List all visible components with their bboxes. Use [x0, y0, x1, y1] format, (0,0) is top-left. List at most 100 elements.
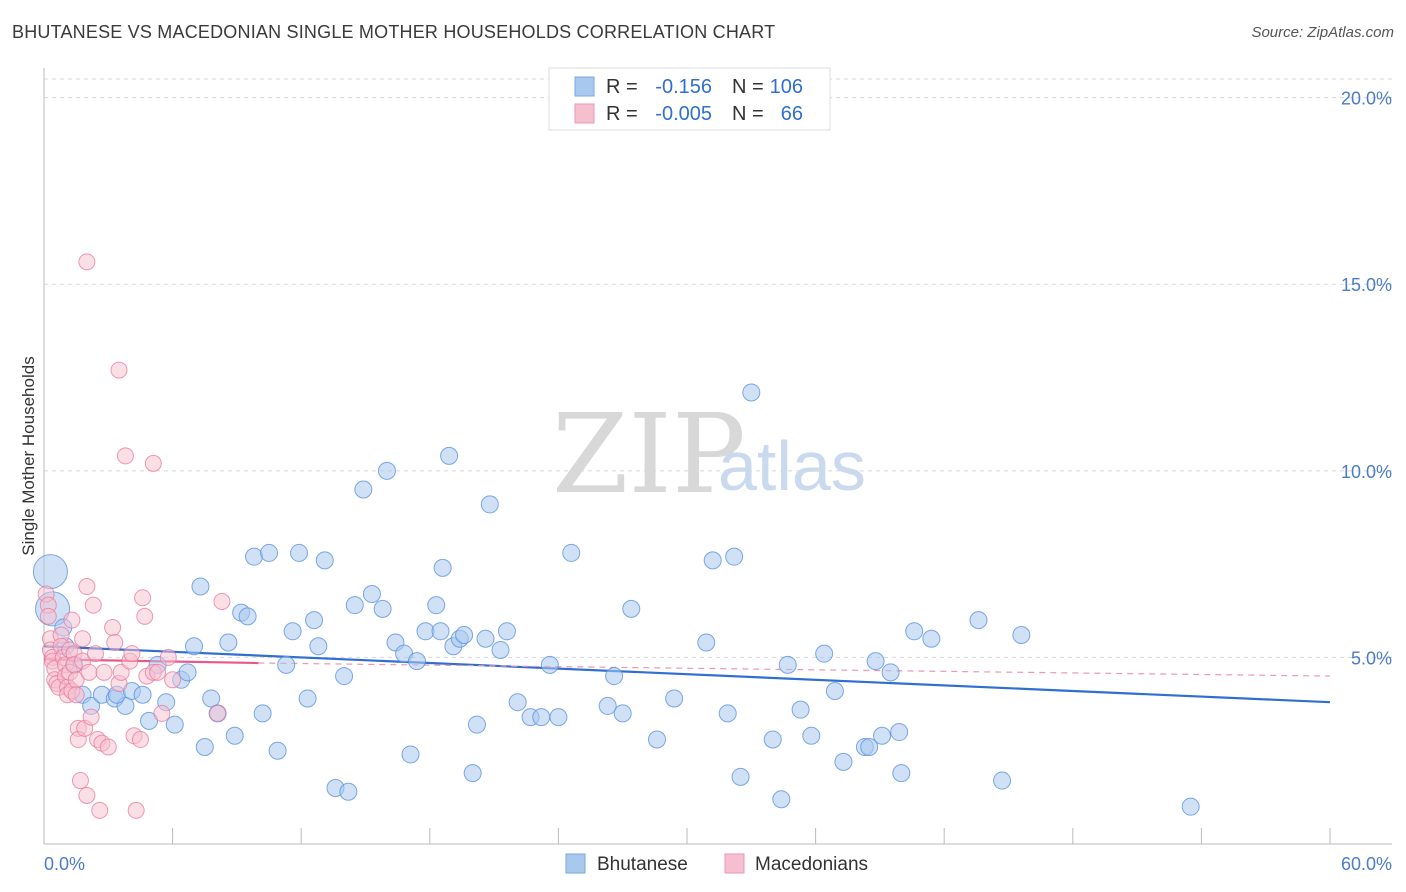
macedonian-point: [123, 645, 141, 663]
bhutanese-trend-line: [43, 645, 1331, 704]
bhutanese-point: [373, 599, 392, 618]
bhutanese-point: [532, 708, 551, 727]
chart-title: BHUTANESE VS MACEDONIAN SINGLE MOTHER HO…: [12, 22, 776, 42]
macedonian-point: [71, 772, 89, 790]
bhutanese-point: [219, 633, 238, 652]
legend-r-value-1: -0.156: [655, 76, 712, 98]
y-tick-label-0: 5.0%: [1351, 648, 1392, 668]
bhutanese-point: [305, 611, 324, 630]
bhutanese-point: [185, 637, 204, 656]
bhutanese-point: [834, 752, 853, 771]
bhutanese-point: [354, 480, 373, 499]
y-axis-label: Single Mother Households: [19, 356, 38, 555]
bottom-legend-macedonians: Macedonians: [755, 854, 868, 875]
bhutanese-point: [718, 704, 737, 723]
bhutanese-point: [905, 622, 924, 641]
bhutanese-point: [491, 640, 510, 659]
macedonian-point: [159, 648, 177, 666]
watermark-zip: ZIP: [552, 390, 746, 518]
macedonian-point: [164, 671, 182, 689]
bhutanese-point: [613, 704, 632, 723]
bhutanese-point: [703, 551, 722, 570]
bhutanese-point: [476, 629, 495, 648]
bhutanese-point: [401, 745, 420, 764]
bhutanese-point: [165, 715, 184, 734]
bhutanese-point: [605, 667, 624, 686]
bhutanese-point: [268, 741, 287, 760]
bhutanese-point: [540, 655, 559, 674]
bhutanese-point: [665, 689, 684, 708]
legend-swatch-macedonians: [574, 103, 595, 124]
x-tick-label-0: 0.0%: [44, 854, 85, 874]
bhutanese-point: [969, 611, 988, 630]
macedonian-point: [78, 786, 96, 804]
macedonian-point: [136, 607, 154, 625]
bhutanese-point: [32, 554, 68, 590]
bhutanese-point: [892, 764, 911, 783]
bhutanese-point: [283, 622, 302, 641]
y-tick-label-1: 10.0%: [1341, 462, 1392, 482]
bhutanese-point: [345, 596, 364, 615]
y-tick-labels: 5.0% 10.0% 15.0% 20.0%: [1341, 89, 1392, 669]
bhutanese-point: [178, 663, 197, 682]
correlation-legend: R = -0.156 N = 106 R = -0.005 N = 66: [548, 67, 831, 131]
bhutanese-point: [742, 383, 761, 402]
bhutanese-point: [881, 663, 900, 682]
bhutanese-point: [440, 446, 459, 465]
macedonian-point: [144, 454, 162, 472]
x-tick-label-1: 60.0%: [1341, 854, 1392, 874]
macedonian-trend-extension: [258, 662, 1331, 677]
bhutanese-point: [890, 723, 909, 742]
bhutanese-point: [277, 655, 296, 674]
bhutanese-point: [140, 711, 159, 730]
data-points: [32, 253, 1200, 819]
legend-n-label-2: N =: [732, 103, 764, 125]
bhutanese-point: [480, 495, 499, 514]
bhutanese-point: [298, 689, 317, 708]
bhutanese-point: [763, 730, 782, 749]
macedonian-point: [112, 663, 130, 681]
bhutanese-point: [202, 689, 221, 708]
macedonian-point: [86, 645, 104, 663]
chart-source: Source: ZipAtlas.com: [1251, 24, 1394, 41]
bhutanese-point: [622, 599, 641, 618]
macedonian-point: [99, 738, 117, 756]
bhutanese-point: [647, 730, 666, 749]
bhutanese-point: [377, 461, 396, 480]
bhutanese-point: [191, 577, 210, 596]
macedonian-point: [106, 633, 124, 651]
macedonian-point: [149, 663, 167, 681]
watermark-atlas: atlas: [718, 427, 866, 505]
bhutanese-point: [467, 715, 486, 734]
bhutanese-point: [225, 726, 244, 745]
bhutanese-point: [791, 700, 810, 719]
x-tick-labels: 0.0% 60.0%: [44, 854, 1392, 874]
macedonian-point: [213, 592, 231, 610]
macedonian-point: [104, 619, 122, 637]
macedonian-point: [39, 607, 57, 625]
bhutanese-point: [725, 547, 744, 566]
bhutanese-point: [362, 584, 381, 603]
gridlines: [44, 78, 1392, 658]
bhutanese-point: [315, 551, 334, 570]
bhutanese-point: [238, 607, 257, 626]
bhutanese-point: [309, 637, 328, 656]
bhutanese-point: [245, 547, 264, 566]
bhutanese-point: [416, 622, 435, 641]
bhutanese-point: [873, 726, 892, 745]
bhutanese-point: [433, 558, 452, 577]
bhutanese-point: [290, 543, 309, 562]
bhutanese-point: [598, 696, 617, 715]
legend-n-label-1: N =: [732, 76, 764, 98]
macedonian-point: [74, 630, 92, 648]
bhutanese-point: [825, 682, 844, 700]
bhutanese-point: [407, 652, 426, 671]
bhutanese-point: [549, 708, 568, 727]
bhutanese-point: [427, 596, 446, 615]
macedonian-point: [153, 704, 171, 722]
bhutanese-point: [697, 633, 716, 652]
bhutanese-point: [866, 652, 885, 671]
bhutanese-point: [1181, 797, 1200, 816]
macedonian-point: [134, 589, 152, 607]
